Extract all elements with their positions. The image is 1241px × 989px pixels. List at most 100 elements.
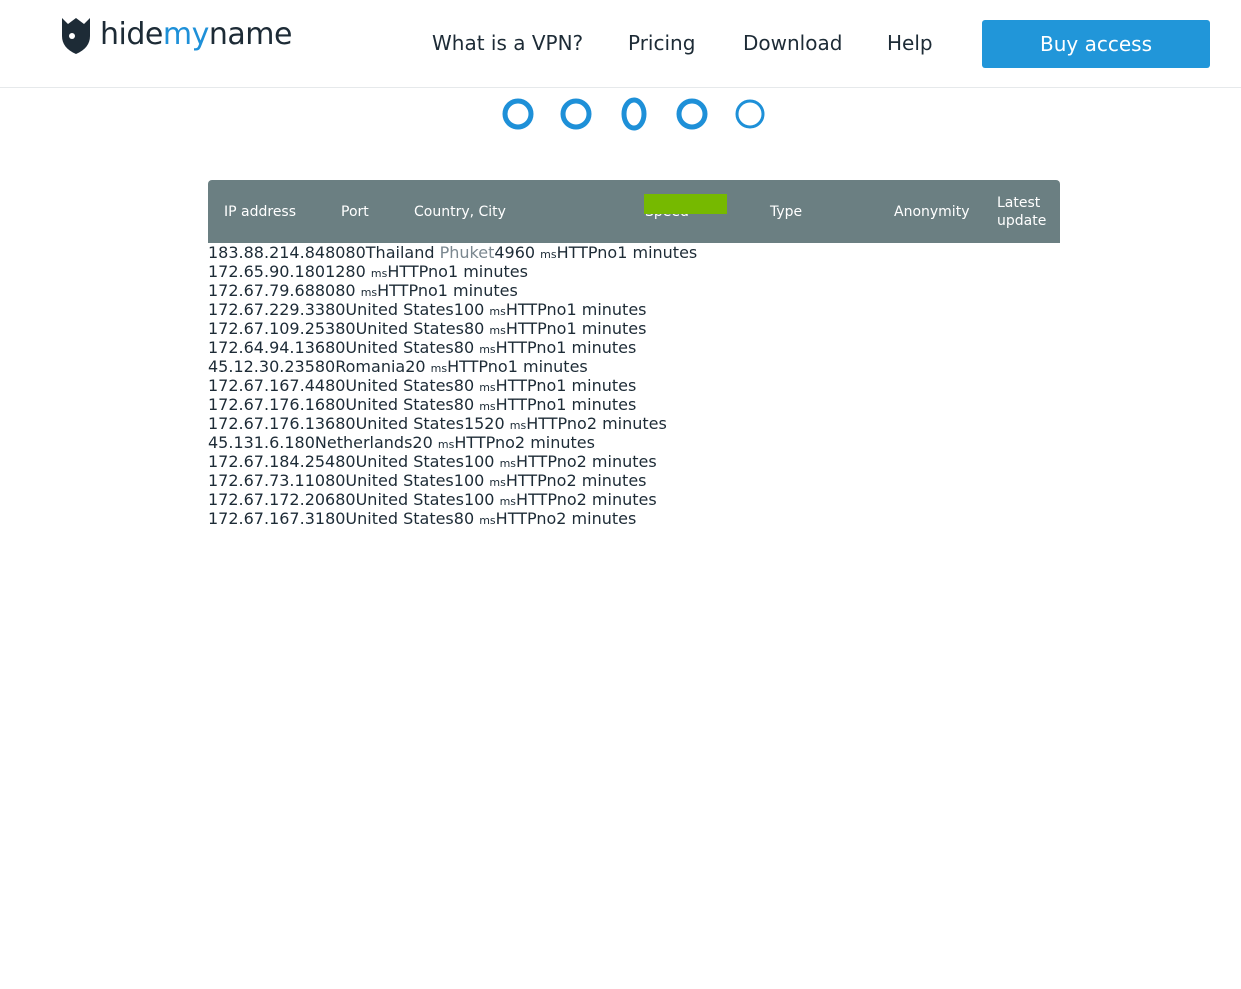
speed-value: 1520: [463, 414, 505, 433]
table-row: 172.67.79.6880 80 msHTTPno1 minutes: [208, 194, 1060, 300]
speed-value: 80: [453, 395, 475, 414]
speed-value: 100: [453, 471, 485, 490]
country-name: United States: [355, 452, 464, 471]
port: 80: [314, 357, 336, 376]
speed-value: 80: [463, 319, 485, 338]
table-row: 172.64.94.13680United States 80 msHTTPno1…: [208, 194, 1060, 357]
speed-bar: [644, 194, 727, 214]
country: Netherlands: [315, 433, 413, 452]
speed-unit: ms: [489, 476, 506, 489]
speed-unit: ms: [509, 419, 527, 432]
firefox-icon[interactable]: [502, 98, 534, 130]
ip-address: 172.67.73.110: [208, 471, 326, 490]
logo-part: hide: [100, 16, 163, 52]
nav-link[interactable]: Download: [743, 31, 843, 55]
type: HTTP: [526, 414, 567, 433]
country: United States: [356, 452, 464, 471]
anonymity: no: [597, 243, 618, 262]
anonymity: no: [417, 281, 438, 300]
column-header: Port: [341, 203, 369, 220]
speed-unit: ms: [430, 362, 448, 375]
browser-icons: [502, 97, 765, 131]
ip-address: 183.88.214.84: [208, 243, 326, 262]
ip-address: 172.65.90.1: [208, 262, 305, 281]
anonymity: no: [536, 376, 557, 395]
country: United States: [345, 471, 453, 490]
country: Romania: [335, 357, 405, 376]
latest-update: 1 minutes: [437, 281, 518, 300]
anonymity: no: [536, 338, 557, 357]
country-name: United States: [345, 509, 454, 528]
country-name: United States: [345, 376, 454, 395]
type: HTTP: [495, 338, 537, 357]
nav-link[interactable]: What is a VPN?: [432, 31, 584, 55]
safari-icon[interactable]: [735, 99, 765, 129]
anonymity: no: [556, 452, 577, 471]
speed-value: 100: [453, 300, 485, 319]
buy-button[interactable]: Buy access: [982, 20, 1210, 68]
speed: 100 ms: [464, 490, 516, 509]
table-row: 172.67.109.25380United States 80 msHTTPno…: [208, 194, 1060, 338]
port: 80: [314, 281, 336, 300]
ip-address: 172.67.167.31: [208, 509, 326, 528]
logo-text: hidemyname: [100, 17, 292, 52]
opera-icon[interactable]: [621, 97, 647, 131]
port: 80: [325, 300, 346, 319]
table-row: 172.67.229.3380United States 100 msHTTPno…: [208, 194, 1060, 319]
latest-update: 1 minutes: [556, 376, 637, 395]
latest-update: 1 minutes: [556, 395, 637, 414]
latest-update: 1 minutes: [447, 262, 528, 281]
table-body: 183.88.214.848080Thailand Phuket 4960 msH…: [208, 194, 1060, 528]
speed-unit: ms: [489, 324, 506, 337]
ip-address: 172.67.172.206: [208, 490, 336, 509]
logo-part: my: [162, 16, 209, 52]
type: HTTP: [505, 319, 547, 338]
speed-value: 80: [453, 376, 475, 395]
country-name: United States: [345, 300, 454, 319]
table-row: 172.67.176.13680United States 1520 msHTTP…: [208, 194, 1060, 433]
table-row: 172.67.167.4480United States 80 msHTTPno1…: [208, 194, 1060, 395]
table-row: 45.131.6.180Netherlands 20 msHTTPno2 minu…: [208, 194, 1060, 452]
speed: 80 ms: [454, 509, 496, 528]
speed-unit: ms: [499, 495, 517, 508]
speed: 100 ms: [454, 300, 506, 319]
ip-address: 45.12.30.235: [208, 357, 315, 376]
country: Thailand Phuket: [366, 243, 495, 262]
logo-part: name: [208, 16, 293, 52]
nav-link[interactable]: Pricing: [628, 31, 696, 55]
type: HTTP: [447, 357, 488, 376]
logo-icon: [62, 18, 90, 54]
logo[interactable]: hidemyname: [58, 14, 292, 54]
type: HTTP: [505, 471, 547, 490]
column-header: Country, City: [414, 203, 506, 220]
country-name: United States: [345, 471, 454, 490]
column-header: IP address: [224, 203, 297, 220]
table-row: 45.12.30.23580Romania 20 msHTTPno1 minute…: [208, 194, 1060, 376]
country-name: Netherlands: [314, 433, 413, 452]
type: HTTP: [377, 281, 418, 300]
speed-unit: ms: [370, 267, 388, 280]
speed: 4960 ms: [494, 243, 556, 262]
latest-update: 1 minutes: [566, 319, 647, 338]
anonymity: no: [566, 414, 587, 433]
ip-address: 172.64.94.136: [208, 338, 326, 357]
speed-unit: ms: [499, 457, 517, 470]
anonymity: no: [546, 319, 567, 338]
anonymity: no: [556, 490, 577, 509]
chrome-icon[interactable]: [560, 98, 592, 130]
anonymity: no: [494, 433, 515, 452]
country-name: United States: [345, 338, 454, 357]
nav-link[interactable]: Help: [887, 31, 933, 55]
ip-address: 172.67.176.16: [208, 395, 326, 414]
latest-update: 2 minutes: [576, 452, 657, 471]
country: United States: [356, 414, 464, 433]
anonymity: no: [536, 395, 557, 414]
speed-value: 100: [463, 490, 495, 509]
anonymity: no: [546, 300, 567, 319]
speed-unit: ms: [360, 286, 378, 299]
ie-icon[interactable]: [676, 98, 708, 130]
type: HTTP: [505, 300, 547, 319]
ip-address: 172.67.167.44: [208, 376, 326, 395]
